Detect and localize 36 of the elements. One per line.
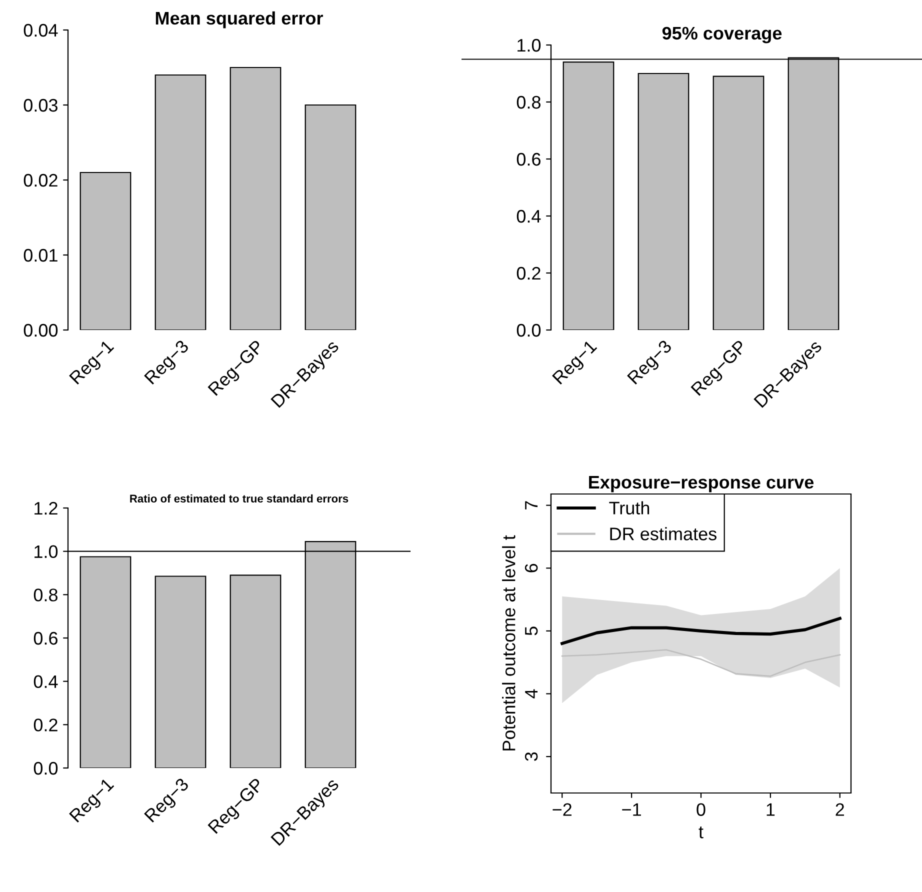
y-tick-label: 3 xyxy=(524,752,538,761)
y-tick-label: 0.4 xyxy=(516,210,541,223)
legend-label: Truth xyxy=(609,501,650,514)
y-tick-label: 1.2 xyxy=(34,502,58,515)
y-tick-label: 0.2 xyxy=(34,718,58,732)
y-tick-label: 0.00 xyxy=(24,324,58,337)
chart-title: 95% coverage xyxy=(662,26,782,44)
y-tick-label: 0.03 xyxy=(24,98,58,112)
x-tick-label: −2 xyxy=(552,803,572,816)
y-tick-label: 7 xyxy=(525,501,538,510)
y-tick-label: 0.02 xyxy=(24,174,58,187)
y-tick-label: 5 xyxy=(525,626,538,636)
y-tick-label: 0.04 xyxy=(24,24,58,37)
y-tick-label: 6 xyxy=(524,564,538,572)
y-axis-title: Potential outcome at level t xyxy=(502,535,516,750)
y-tick-label: 0.0 xyxy=(516,324,541,337)
y-tick-label: 0.2 xyxy=(516,266,540,280)
x-tick-label: −1 xyxy=(622,803,641,816)
y-tick-label: 0.4 xyxy=(34,675,58,688)
y-tick-label: 4 xyxy=(525,689,538,698)
x-axis-title: t xyxy=(698,826,704,838)
y-tick-label: 0.6 xyxy=(34,632,58,645)
y-tick-label: 0.0 xyxy=(34,762,58,775)
chart-title: Ratio of estimated to true standard errors xyxy=(130,494,348,503)
y-tick-label: 0.8 xyxy=(516,96,540,109)
legend-label: DR estimates xyxy=(610,527,716,540)
y-tick-label: 0.8 xyxy=(34,588,58,602)
y-tick-label: 0.01 xyxy=(24,248,58,262)
y-tick-label: 0.6 xyxy=(516,152,540,166)
chart-title: Exposure−response curve xyxy=(589,476,814,492)
y-tick-label: 1.0 xyxy=(34,545,58,558)
x-tick-label: 0 xyxy=(696,803,706,816)
chart-title: Mean squared error xyxy=(156,11,324,28)
x-tick-label: 2 xyxy=(836,803,844,816)
x-tick-label: 1 xyxy=(766,803,775,816)
y-tick-label: 1.0 xyxy=(518,38,541,52)
